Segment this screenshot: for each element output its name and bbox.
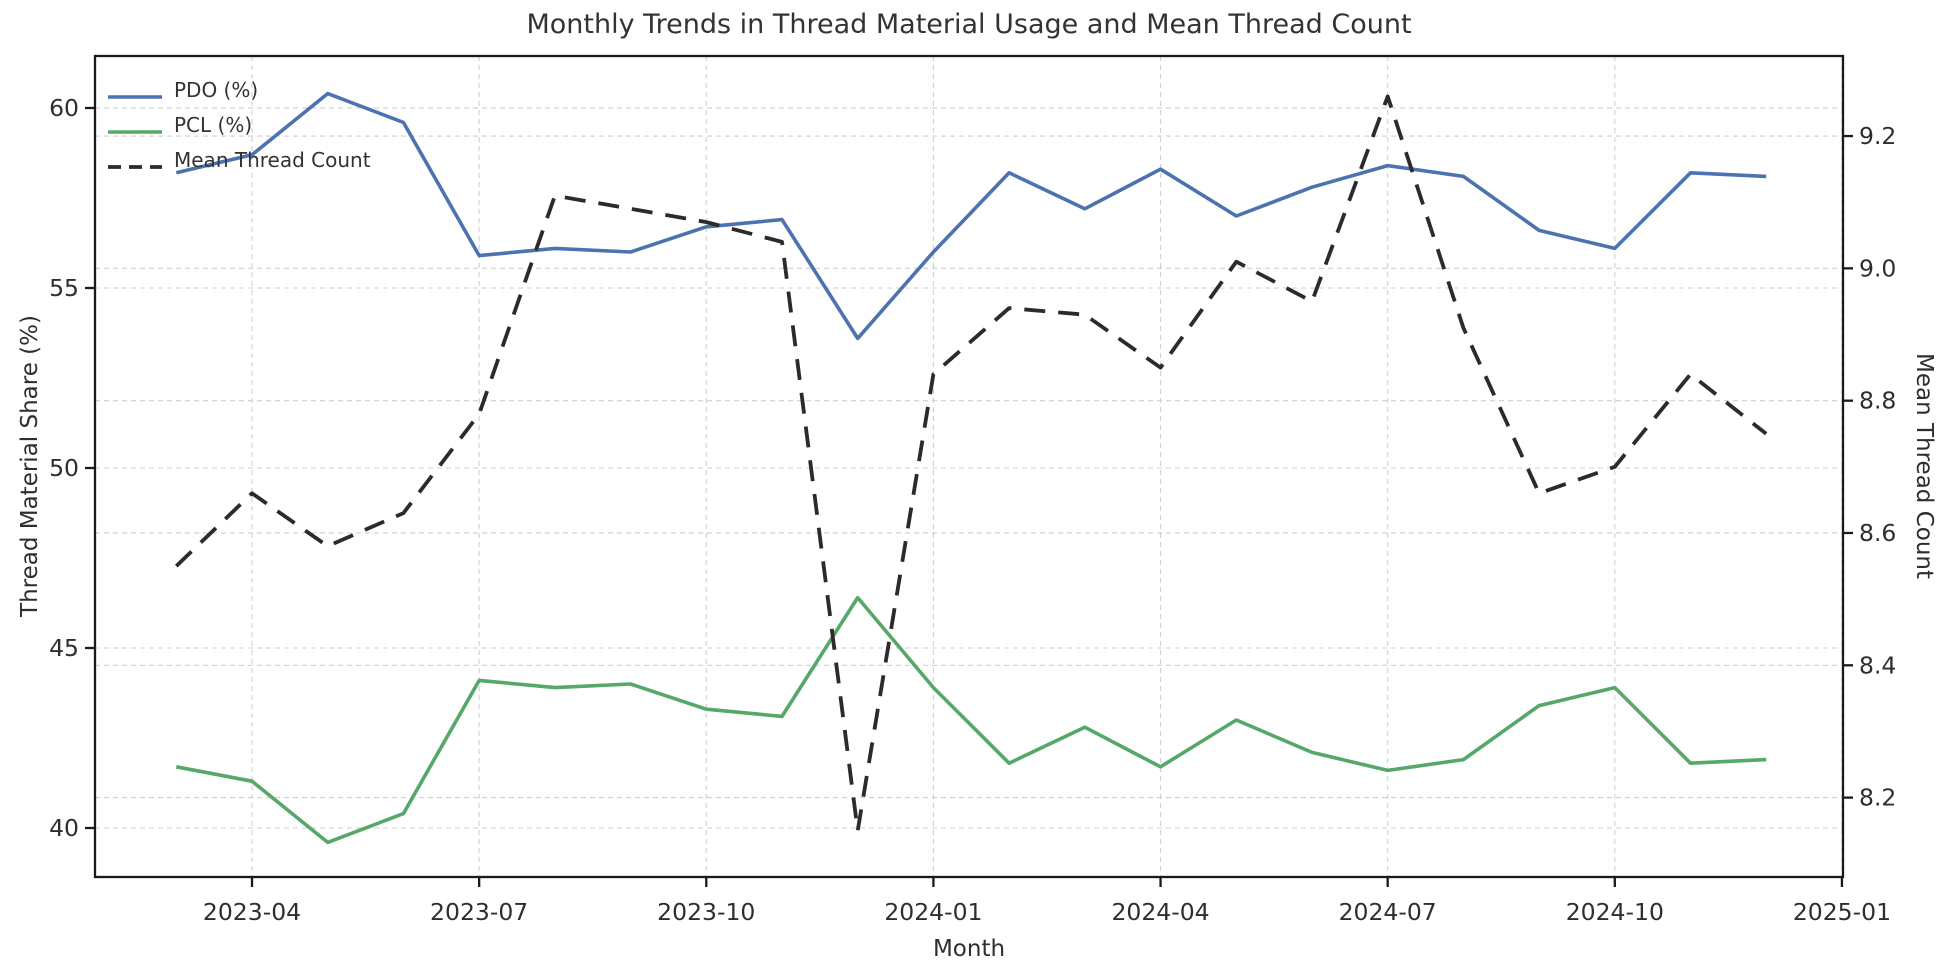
- y-axis-title-right: Mean Thread Count: [1911, 352, 1937, 580]
- legend-item-pdo: PDO (%): [108, 72, 371, 107]
- x-tick-label: 2024-01: [884, 898, 982, 926]
- y-tick-label-right: 8.4: [1859, 651, 1896, 679]
- y-tick-label-right: 9.2: [1859, 122, 1896, 150]
- pdo-line-swatch-icon: [108, 86, 162, 99]
- x-tick-label: 2024-07: [1339, 898, 1437, 926]
- x-axis-title: Month: [932, 936, 1006, 962]
- mean-thread-count-line-swatch-icon: [108, 156, 162, 169]
- y-tick-label-left: 55: [49, 274, 79, 302]
- x-tick-label: 2023-10: [657, 898, 755, 926]
- y-tick-label-left: 60: [49, 94, 79, 122]
- y-tick-label-right: 8.2: [1859, 784, 1896, 812]
- series-line-2: [174, 94, 1768, 833]
- y-axis-title-left: Thread Material Share (%): [17, 315, 43, 617]
- x-tick-label: 2024-10: [1566, 898, 1664, 926]
- pcl-line-swatch-icon: [108, 121, 162, 134]
- chart-title: Monthly Trends in Thread Material Usage …: [526, 9, 1412, 40]
- y-tick-label-left: 40: [49, 814, 79, 842]
- y-tick-label-right: 9.0: [1859, 254, 1896, 282]
- legend-label-mean-thread-count: Mean Thread Count: [174, 147, 371, 172]
- legend-item-pcl: PCL (%): [108, 107, 371, 142]
- legend-label-pdo: PDO (%): [174, 77, 259, 102]
- axes-spines: [93, 54, 1845, 879]
- y-tick-label-left: 50: [49, 454, 79, 482]
- legend-label-pcl: PCL (%): [174, 112, 253, 137]
- series-line-0: [175, 91, 1767, 341]
- y-tick-label-right: 8.6: [1859, 519, 1896, 547]
- y-tick-label-right: 8.8: [1859, 387, 1896, 415]
- series-line-1: [175, 595, 1767, 845]
- x-tick-label: 2025-01: [1793, 898, 1891, 926]
- y-tick-label-left: 45: [49, 634, 79, 662]
- x-tick-label: 2023-04: [203, 898, 301, 926]
- x-tick-label: 2024-04: [1111, 898, 1209, 926]
- legend: PDO (%) PCL (%) Mean Thread Count: [108, 72, 371, 177]
- x-tick-label: 2023-07: [430, 898, 528, 926]
- legend-item-mean-thread-count: Mean Thread Count: [108, 142, 371, 177]
